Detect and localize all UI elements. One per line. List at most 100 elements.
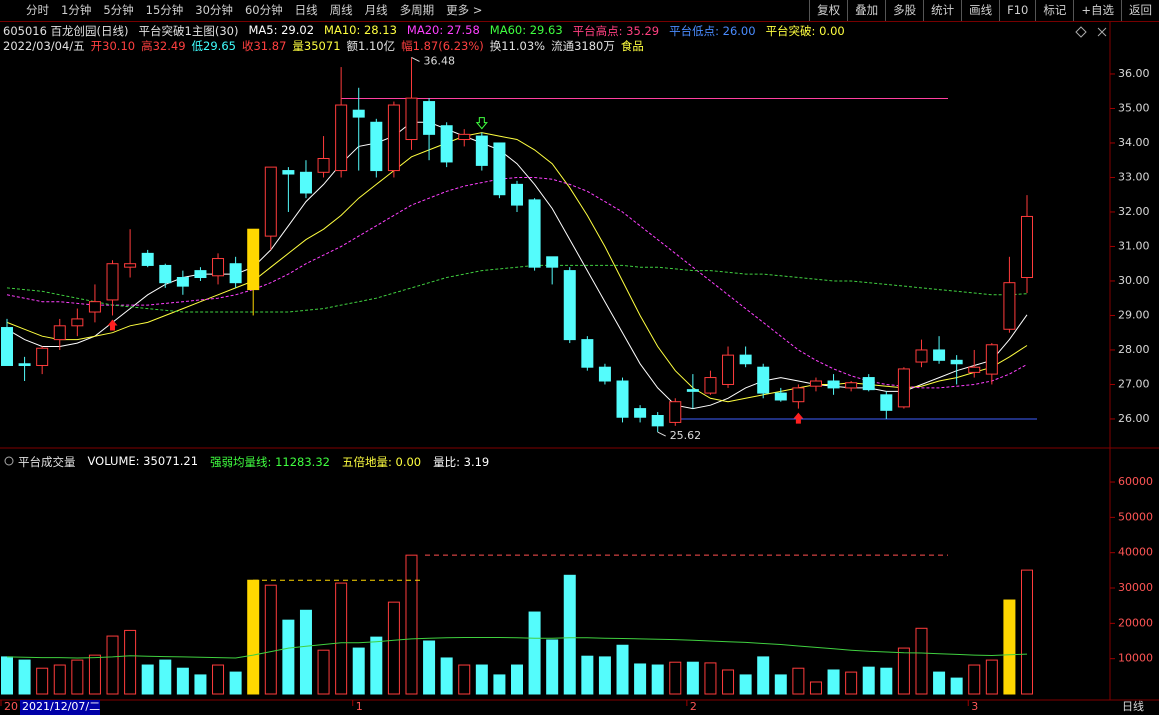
period-button[interactable]: 1分钟: [61, 3, 92, 17]
candle-body: [511, 183, 523, 206]
volume-bar: [1021, 569, 1033, 695]
candle-body: [757, 366, 770, 394]
header-item: 605016 百龙创园(日线): [3, 24, 129, 38]
candle-body: [1021, 215, 1033, 279]
volume-bar: [141, 664, 154, 695]
candle-body: [739, 354, 752, 365]
candle-body: [194, 270, 207, 279]
candle-body: [528, 199, 541, 268]
function-button[interactable]: +自选: [1073, 0, 1121, 21]
period-button[interactable]: 周线: [329, 3, 353, 17]
candle-body: [159, 264, 172, 284]
function-button[interactable]: 统计: [923, 0, 961, 21]
candle-body: [792, 387, 805, 403]
volume-bar: [950, 677, 963, 695]
volume-bar: [669, 661, 682, 695]
candle-body: [299, 171, 312, 194]
volume-bar: [616, 644, 629, 695]
header-item: MA20: 27.58: [406, 23, 480, 37]
function-button[interactable]: F10: [999, 0, 1035, 21]
header-item: 平台低点: 26.00: [669, 24, 756, 38]
volume-bar: [282, 619, 295, 695]
candle-body: [827, 380, 840, 389]
x-tick-label: 20: [4, 700, 18, 713]
diamond-icon: [1075, 26, 1087, 38]
candle-body: [669, 401, 682, 423]
volume-bar: [475, 664, 488, 695]
candle-body: [722, 354, 735, 385]
volume-bar: [598, 656, 611, 695]
volume-bar: [387, 601, 400, 695]
header-item: 平台高点: 35.29: [572, 24, 660, 38]
buy-signal: [107, 319, 118, 331]
header-item: 强弱均量线: 11283.32: [210, 455, 330, 469]
candle-body: [18, 363, 31, 366]
volume-bar: [176, 667, 189, 695]
period-button[interactable]: 月线: [364, 3, 388, 17]
volume-bar: [423, 640, 436, 695]
candle-body: [405, 97, 418, 141]
ma-line: [6, 264, 1028, 313]
candle-body: [88, 301, 101, 313]
header-item: 流通3180万: [551, 39, 615, 53]
candle-body: [651, 415, 664, 427]
volume-bar: [757, 656, 770, 695]
function-button[interactable]: 叠加: [847, 0, 885, 21]
period-button[interactable]: 多周期: [399, 3, 435, 17]
header-item: 额1.10亿: [346, 39, 396, 53]
function-button[interactable]: 复权: [809, 0, 847, 21]
volume-bar: [458, 664, 471, 695]
header-item: 收31.87: [241, 39, 287, 53]
candle-body: [458, 133, 471, 141]
volume-bar: [581, 655, 594, 695]
volume-bar: [317, 649, 330, 695]
header-item: 高32.49: [141, 39, 186, 53]
period-button[interactable]: 60分钟: [244, 3, 283, 17]
candle-body: [686, 389, 699, 392]
volume-bar: [845, 671, 858, 695]
candle-body: [124, 263, 137, 268]
volume-bar: [264, 584, 277, 695]
y-tick-label: 26.00: [1118, 412, 1150, 425]
candle-body: [704, 377, 717, 394]
header-item: 平台成交量: [18, 455, 76, 469]
volume-bar: [212, 664, 225, 695]
header-item: MA5: 29.02: [248, 23, 315, 37]
avg-volume-line: [6, 637, 1028, 659]
volume-bar: [493, 674, 506, 695]
function-button[interactable]: 多股: [885, 0, 923, 21]
period-button[interactable]: 分时: [26, 3, 49, 17]
volume-bar: [546, 639, 559, 695]
candle-body: [106, 263, 119, 301]
min-pointer: [657, 431, 666, 437]
max-pointer: [411, 56, 420, 62]
volume-bar: [247, 579, 260, 695]
indicator-header: 605016 百龙创园(日线) 平台突破1主图(30) MA5: 29.02 MA10…: [3, 23, 845, 39]
max-label: 36.48: [423, 54, 455, 67]
volume-bar: [722, 669, 735, 695]
function-button[interactable]: 返回: [1121, 0, 1159, 21]
function-button[interactable]: 标记: [1035, 0, 1073, 21]
function-button[interactable]: 画线: [961, 0, 999, 21]
period-button[interactable]: 更多 >: [446, 3, 483, 17]
quote-header: 2022/03/04/五 开30.10 高32.49 低29.65 收31.87 量350…: [3, 38, 644, 54]
candle-body: [53, 325, 66, 341]
cursor-box: [20, 700, 100, 715]
period-button[interactable]: 15分钟: [145, 3, 184, 17]
y-tick-label: 30000: [1118, 581, 1153, 594]
period-button[interactable]: 30分钟: [195, 3, 233, 17]
header-item: 幅1.87(6.23%): [401, 39, 484, 53]
header-item: 2022/03/04/五: [3, 39, 85, 53]
candle-body: [493, 142, 506, 196]
period-button[interactable]: 5分钟: [103, 3, 134, 17]
header-item: 平台突破: 0.00: [765, 24, 845, 38]
volume-bar: [71, 659, 84, 695]
candle-body: [247, 228, 260, 291]
volume-bar: [739, 674, 752, 695]
volume-bar: [1, 656, 13, 695]
candle-body: [212, 258, 225, 277]
y-tick-label: 29.00: [1118, 308, 1150, 321]
period-button[interactable]: 日线: [294, 3, 318, 17]
